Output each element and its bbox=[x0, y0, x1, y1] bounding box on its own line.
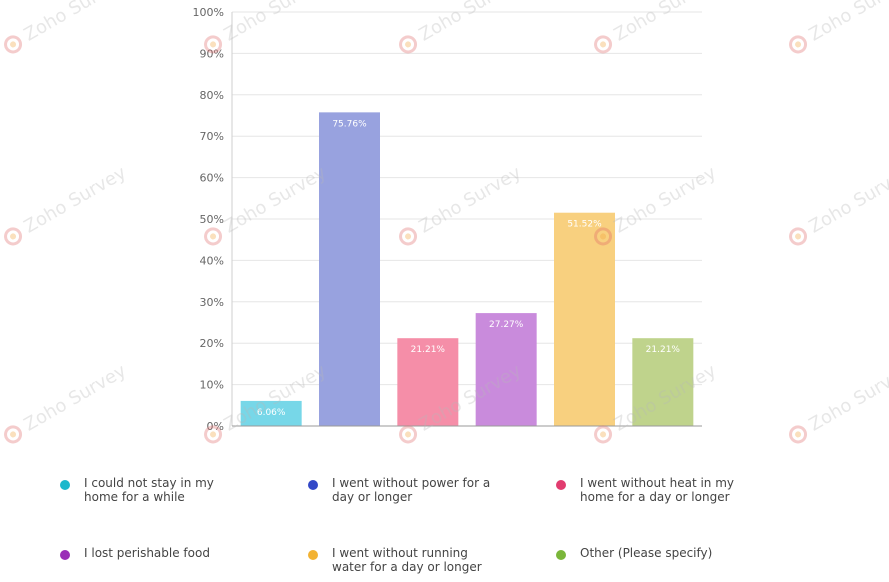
bar bbox=[240, 400, 302, 426]
y-tick-label: 100% bbox=[193, 6, 224, 19]
y-tick-label: 50% bbox=[200, 213, 224, 226]
bar bbox=[554, 212, 615, 426]
legend-marker-not-stay-home bbox=[60, 480, 70, 490]
bar-chart: 0% 10% 20% 30% 40% 50% 60% 70% 80% 90% 100% 6.06% 75… bbox=[193, 6, 702, 433]
y-tick-label: 20% bbox=[200, 337, 224, 350]
y-axis: 0% 10% 20% 30% 40% 50% 60% 70% 80% 90% 100% bbox=[193, 6, 702, 433]
legend-marker-without-water bbox=[308, 550, 318, 560]
y-tick-label: 10% bbox=[200, 379, 224, 392]
bar-value-label: 6.06% bbox=[257, 408, 286, 418]
y-tick-label: 60% bbox=[200, 172, 224, 185]
legend-label-without-power: I went without power for a day or longer bbox=[332, 476, 491, 504]
legend-marker-lost-food bbox=[60, 550, 70, 560]
legend-label-other: Other (Please specify) bbox=[580, 546, 713, 560]
legend-item-without-water: I went without running water for a day o… bbox=[308, 546, 498, 574]
bar bbox=[475, 313, 537, 426]
bars bbox=[240, 112, 694, 426]
chart-area: 0% 10% 20% 30% 40% 50% 60% 70% 80% 90% 100% 6.06% 75… bbox=[193, 6, 702, 433]
bar-value-label: 21.21% bbox=[646, 345, 681, 355]
legend-label-without-heat: I went without heat in my home for a day… bbox=[580, 476, 735, 504]
legend-marker-without-power bbox=[308, 480, 318, 490]
bar bbox=[397, 338, 459, 426]
legend-label-not-stay-home: I could not stay in my home for a while bbox=[84, 476, 214, 504]
gridlines bbox=[232, 11, 702, 427]
legend-label-without-water: I went without running water for a day o… bbox=[332, 546, 482, 574]
legend-item-other: Other (Please specify) bbox=[556, 546, 746, 560]
legend-item-without-power: I went without power for a day or longer bbox=[308, 476, 498, 504]
y-tick-label: 0% bbox=[207, 420, 224, 433]
chart-legend: I could not stay in my home for a while … bbox=[0, 460, 889, 582]
legend-item-without-heat: I went without heat in my home for a day… bbox=[556, 476, 746, 504]
y-tick-label: 80% bbox=[200, 89, 224, 102]
legend-marker-without-heat bbox=[556, 480, 566, 490]
data-labels: 6.06% 75.76% 21.21% 27.27% 51.52% 21.21% bbox=[257, 119, 681, 418]
legend-label-lost-food: I lost perishable food bbox=[84, 546, 210, 560]
legend-item-not-stay-home: I could not stay in my home for a while bbox=[60, 476, 250, 504]
y-tick-label: 90% bbox=[200, 47, 224, 60]
bar-value-label: 51.52% bbox=[567, 220, 602, 230]
bar-value-label: 27.27% bbox=[489, 320, 524, 330]
bar bbox=[632, 338, 694, 426]
y-tick-label: 30% bbox=[200, 296, 224, 309]
bar-value-label: 21.21% bbox=[411, 345, 446, 355]
legend-marker-other bbox=[556, 550, 566, 560]
legend-item-lost-food: I lost perishable food bbox=[60, 546, 250, 560]
bar bbox=[319, 112, 380, 426]
y-tick-label: 40% bbox=[200, 254, 224, 267]
y-tick-label: 70% bbox=[200, 130, 224, 143]
bar-value-label: 75.76% bbox=[332, 119, 367, 129]
